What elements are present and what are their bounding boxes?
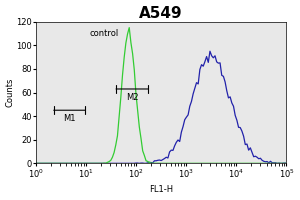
Title: A549: A549: [140, 6, 183, 21]
Text: M2: M2: [126, 93, 139, 102]
X-axis label: FL1-H: FL1-H: [149, 185, 173, 194]
Text: control: control: [90, 29, 119, 38]
Y-axis label: Counts: Counts: [6, 78, 15, 107]
Text: M1: M1: [63, 114, 76, 123]
